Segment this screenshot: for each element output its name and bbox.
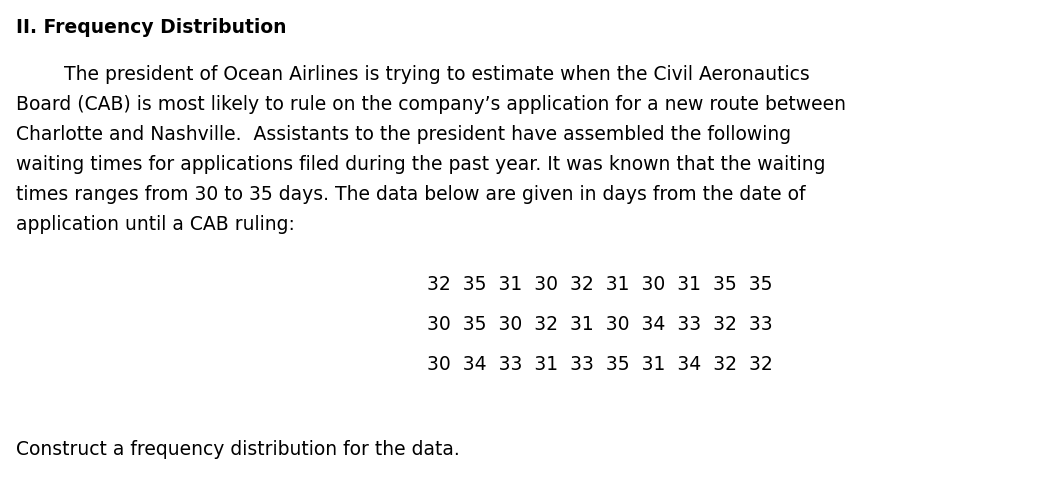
Text: application until a CAB ruling:: application until a CAB ruling: — [16, 215, 295, 234]
Text: 30  35  30  32  31  30  34  33  32  33: 30 35 30 32 31 30 34 33 32 33 — [427, 315, 772, 334]
Text: Construct a frequency distribution for the data.: Construct a frequency distribution for t… — [16, 440, 460, 459]
Text: The president of Ocean Airlines is trying to estimate when the Civil Aeronautics: The president of Ocean Airlines is tryin… — [16, 65, 810, 84]
Text: Charlotte and Nashville.  Assistants to the president have assembled the followi: Charlotte and Nashville. Assistants to t… — [16, 125, 791, 144]
Text: Board (CAB) is most likely to rule on the company’s application for a new route : Board (CAB) is most likely to rule on th… — [16, 95, 846, 114]
Text: waiting times for applications filed during the past year. It was known that the: waiting times for applications filed dur… — [16, 155, 826, 174]
Text: times ranges from 30 to 35 days. The data below are given in days from the date : times ranges from 30 to 35 days. The dat… — [16, 185, 806, 204]
Text: II. Frequency Distribution: II. Frequency Distribution — [16, 18, 286, 37]
Text: 30  34  33  31  33  35  31  34  32  32: 30 34 33 31 33 35 31 34 32 32 — [427, 355, 772, 374]
Text: 32  35  31  30  32  31  30  31  35  35: 32 35 31 30 32 31 30 31 35 35 — [427, 275, 772, 294]
